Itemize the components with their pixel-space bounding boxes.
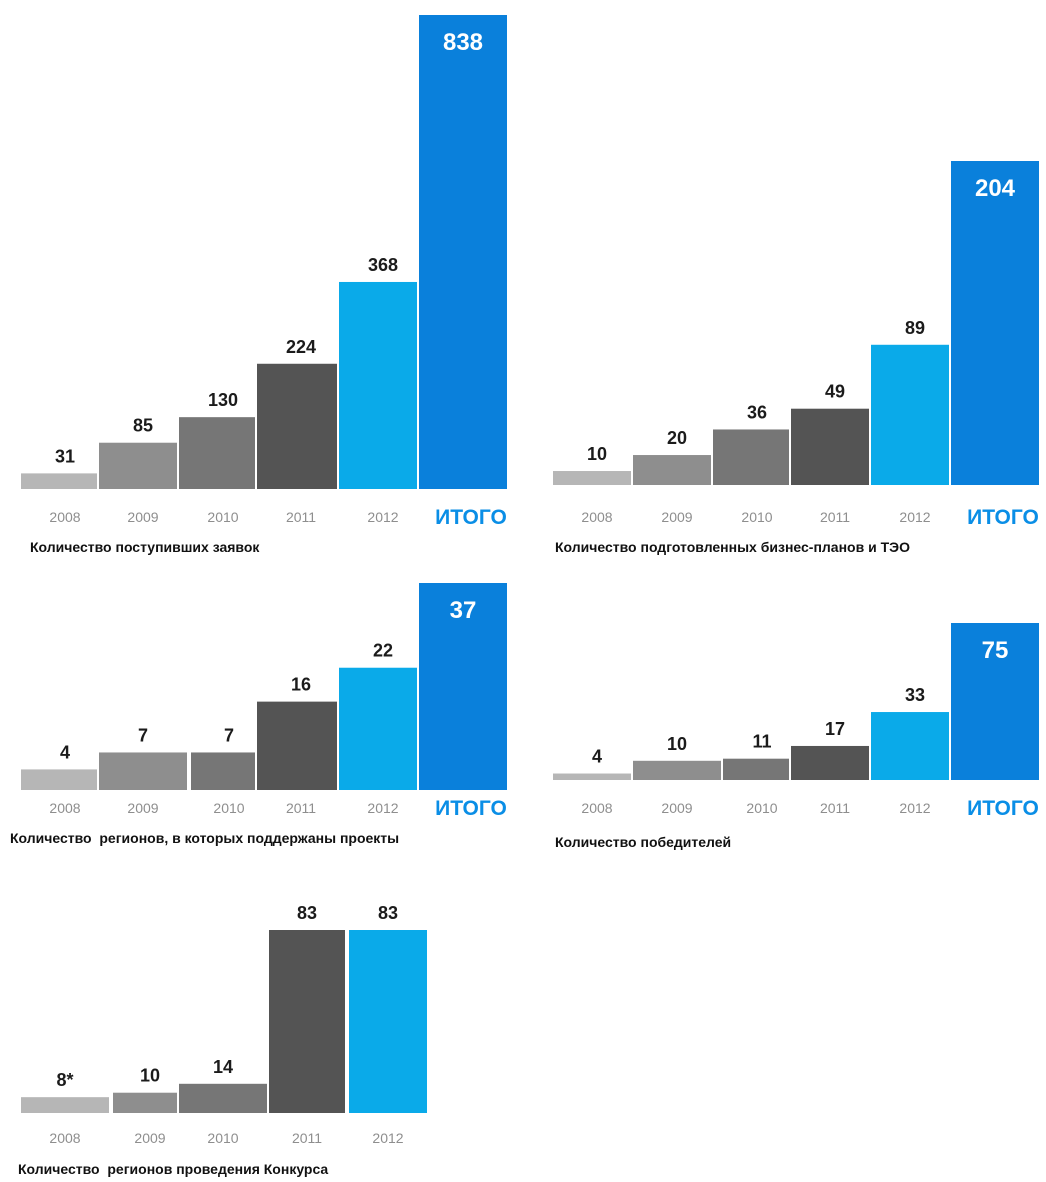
tick-label-2009: 2009 <box>127 800 158 816</box>
value-label-2009: 10 <box>667 734 687 754</box>
tick-label-2011: 2011 <box>292 1130 322 1146</box>
tick-label-2010: 2010 <box>207 509 238 525</box>
tick-label-2010: 2010 <box>741 509 772 525</box>
value-label-2012: 22 <box>373 641 393 661</box>
bar-2012 <box>869 710 961 782</box>
bar-2011 <box>255 699 347 793</box>
bar-2009 <box>97 750 189 793</box>
value-label-2012: 33 <box>905 685 925 705</box>
tick-label-2010: 2010 <box>746 800 777 816</box>
bar-2008 <box>19 1095 111 1116</box>
bar-2011 <box>789 406 881 487</box>
tick-label-2011: 2011 <box>286 800 316 816</box>
tick-label-2010: 2010 <box>207 1130 238 1146</box>
total-tick-label: ИТОГО <box>967 506 1039 529</box>
tick-label-2012: 2012 <box>372 1130 403 1146</box>
value-label-2008: 31 <box>55 446 75 466</box>
chart-title: Количество подготовленных бизнес-планов … <box>555 539 910 555</box>
total-tick-label: ИТОГО <box>967 797 1039 820</box>
chart-title: Количество регионов, в которых поддержан… <box>10 830 399 846</box>
total-value-label: 37 <box>450 597 477 624</box>
total-value-label: 75 <box>982 637 1009 664</box>
bar-2008 <box>551 771 643 783</box>
value-label-2012: 368 <box>368 255 398 275</box>
tick-label-2012: 2012 <box>899 800 930 816</box>
value-label-2009: 7 <box>138 725 148 745</box>
chart-title: Количество регионов проведения Конкурса <box>18 1161 328 1177</box>
total-value-label: 204 <box>975 175 1016 202</box>
bar-2011 <box>789 743 881 783</box>
value-label-2009: 10 <box>140 1066 160 1086</box>
tick-label-2012: 2012 <box>367 800 398 816</box>
total-bar <box>949 621 1041 782</box>
value-label-2008: 4 <box>60 742 70 762</box>
value-label-2010: 7 <box>224 725 234 745</box>
value-label-2010: 11 <box>752 732 771 752</box>
value-label-2010: 36 <box>747 402 767 422</box>
bar-2012 <box>869 342 961 487</box>
bar-2008 <box>19 767 111 792</box>
bar-2009 <box>631 453 723 487</box>
bar-2009 <box>111 1090 189 1115</box>
bar-2010 <box>177 1081 269 1115</box>
value-label-2011: 224 <box>286 337 316 357</box>
tick-label-2011: 2011 <box>286 509 316 525</box>
chart-3: 4 7 7 16 22 37 2008 2009 2010 2011 2012 ИТОГО Количе… <box>10 581 509 846</box>
total-tick-label: ИТОГО <box>435 506 507 529</box>
tick-label-2008: 2008 <box>581 800 612 816</box>
value-label-2008: 4 <box>592 747 602 767</box>
total-bar <box>417 13 509 491</box>
value-label-2009: 85 <box>133 416 153 436</box>
tick-label-2008: 2008 <box>581 509 612 525</box>
chart-title: Количество поступивших заявок <box>30 539 260 555</box>
value-label-2012: 89 <box>905 318 925 338</box>
chart-1: 31 85 130 224 368 838 2008 2009 2010 2011 2012 ИТОГ… <box>19 13 509 555</box>
bar-2009 <box>631 758 723 782</box>
bar-2011 <box>255 361 347 492</box>
value-label-2009: 20 <box>667 428 687 448</box>
tick-label-2012: 2012 <box>367 509 398 525</box>
tick-label-2008: 2008 <box>49 1130 80 1146</box>
value-label-2011: 83 <box>297 903 317 923</box>
tick-label-2008: 2008 <box>49 800 80 816</box>
bar-2010 <box>177 415 269 492</box>
total-bar <box>417 581 509 792</box>
bar-2012 <box>337 665 429 793</box>
tick-label-2009: 2009 <box>127 509 158 525</box>
bar-2012 <box>347 928 429 1115</box>
tick-label-2011: 2011 <box>820 800 850 816</box>
value-label-2011: 49 <box>825 382 845 402</box>
bar-2009 <box>97 440 189 492</box>
tick-label-2010: 2010 <box>213 800 244 816</box>
chart-4: 4 10 11 17 33 75 2008 2009 2010 2011 2012 ИТОГО Коли… <box>551 621 1041 850</box>
chart-2: 10 20 36 49 89 204 2008 2009 2010 2011 2012 ИТОГО Ко… <box>551 159 1041 555</box>
tick-label-2008: 2008 <box>49 509 80 525</box>
bar-2008 <box>19 471 111 492</box>
bar-2010 <box>711 427 803 487</box>
bar-2011 <box>267 928 347 1115</box>
value-label-2011: 16 <box>291 675 311 695</box>
value-label-2011: 17 <box>825 719 845 739</box>
tick-label-2011: 2011 <box>820 509 850 525</box>
value-label-2010: 130 <box>208 390 238 410</box>
value-label-2010: 14 <box>213 1057 233 1077</box>
bar-2012 <box>337 279 429 491</box>
chart-title: Количество победителей <box>555 834 731 850</box>
tick-label-2012: 2012 <box>899 509 930 525</box>
chart-5: 8* 10 14 83 83 2008 2009 2010 2011 2012 Количество… <box>18 903 429 1177</box>
tick-label-2009: 2009 <box>134 1130 165 1146</box>
value-label-2008: 8* <box>56 1070 73 1090</box>
bar-2008 <box>551 469 643 488</box>
total-bar <box>949 159 1041 487</box>
value-label-2008: 10 <box>587 444 607 464</box>
total-tick-label: ИТОГО <box>435 797 507 820</box>
value-label-2012: 83 <box>378 903 398 923</box>
tick-label-2009: 2009 <box>661 509 692 525</box>
tick-label-2009: 2009 <box>661 800 692 816</box>
total-value-label: 838 <box>443 29 483 56</box>
